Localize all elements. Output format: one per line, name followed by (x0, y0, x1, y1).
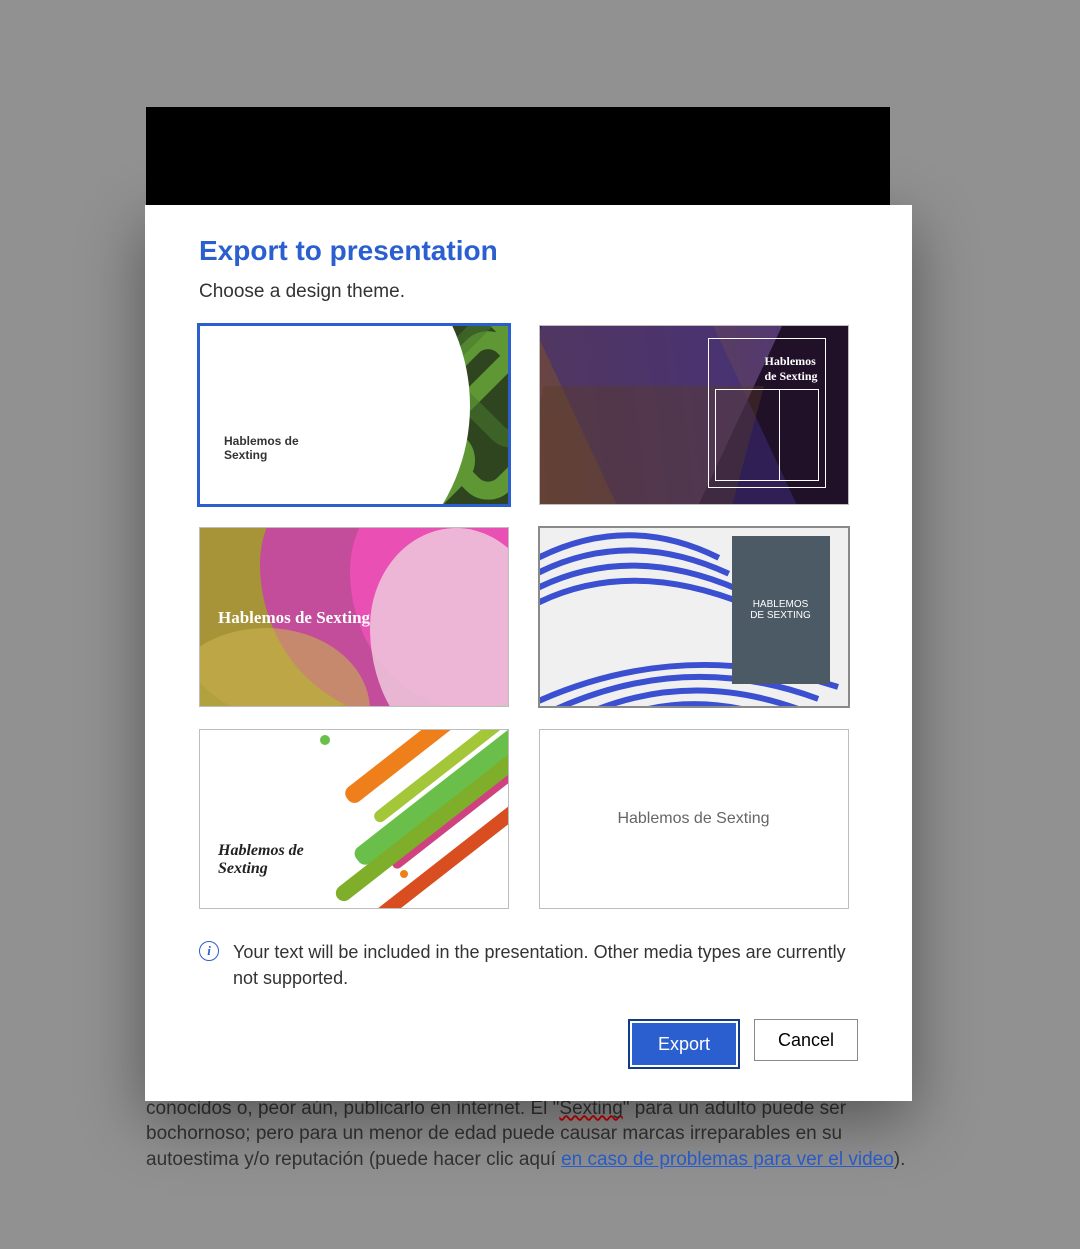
theme6-sample-title: Hablemos de Sexting (617, 810, 769, 828)
info-text: Your text will be included in the presen… (233, 939, 858, 991)
info-icon: i (199, 941, 219, 961)
theme4-card: HABLEMOS DE SEXTING (732, 536, 830, 684)
info-row: i Your text will be included in the pres… (199, 939, 858, 991)
cancel-button[interactable]: Cancel (754, 1019, 858, 1061)
theme2-sample-title: Hablemos de Sexting (764, 354, 817, 384)
theme-option-5[interactable]: Hablemos de Sexting (199, 729, 509, 909)
theme5-title-line1: Hablemos de (218, 842, 304, 859)
theme-option-6[interactable]: Hablemos de Sexting (539, 729, 849, 909)
theme2-title-line1: Hablemos (764, 354, 815, 368)
theme3-sample-title: Hablemos de Sexting (218, 608, 370, 628)
theme4-title-line1: HABLEMOS (753, 599, 809, 610)
theme-option-4[interactable]: HABLEMOS DE SEXTING (539, 527, 849, 707)
export-presentation-dialog: Export to presentation Choose a design t… (145, 205, 912, 1101)
dialog-button-row: Export Cancel (199, 1019, 858, 1069)
doc-text-end: ). (894, 1149, 906, 1170)
theme2-title-line2: de Sexting (764, 369, 817, 383)
theme-option-2[interactable]: Hablemos de Sexting (539, 325, 849, 505)
theme5-sample-title: Hablemos de Sexting (218, 842, 304, 878)
theme1-title-line1: Hablemos de (224, 434, 299, 448)
theme-grid: Hablemos de Sexting Hablemos de Sexting (199, 325, 858, 909)
theme-option-3[interactable]: Hablemos de Sexting (199, 527, 509, 707)
theme5-dot (320, 735, 330, 745)
doc-video-link[interactable]: en caso de problemas para ver el video (561, 1149, 894, 1170)
theme1-white-shape (199, 325, 470, 505)
dialog-title: Export to presentation (199, 235, 858, 267)
theme5-title-line2: Sexting (218, 860, 268, 877)
theme1-title-line2: Sexting (224, 448, 267, 462)
export-button[interactable]: Export (632, 1023, 736, 1065)
theme-option-1[interactable]: Hablemos de Sexting (199, 325, 509, 505)
theme1-sample-title: Hablemos de Sexting (224, 434, 324, 462)
theme6-bg: Hablemos de Sexting (540, 730, 848, 908)
theme4-title-line2: DE SEXTING (750, 610, 811, 621)
theme5-dot (400, 870, 408, 878)
theme4-sample-title: HABLEMOS DE SEXTING (750, 599, 811, 621)
dialog-subtitle: Choose a design theme. (199, 281, 858, 303)
export-button-focus-ring: Export (628, 1019, 740, 1069)
